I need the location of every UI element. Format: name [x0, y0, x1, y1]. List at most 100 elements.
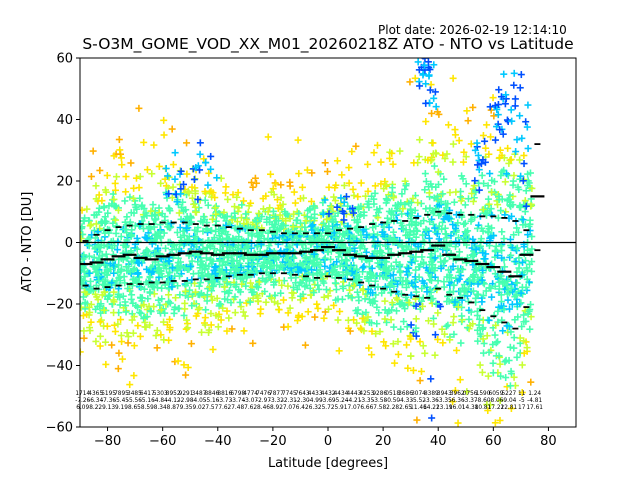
bin-count-label: -5 — [519, 398, 525, 404]
data-point — [92, 305, 100, 313]
data-point — [92, 195, 100, 203]
bin-counts-layer: 1714436551957895348564175303895292913487… — [75, 391, 543, 411]
chart-title: S-O3M_GOME_VOD_XX_M01_20260218Z ATO - NT… — [82, 35, 574, 53]
data-point — [127, 232, 135, 240]
x-tick-label: 40 — [430, 434, 447, 449]
data-point — [135, 184, 143, 192]
data-point — [147, 225, 155, 233]
data-point — [143, 265, 151, 273]
bin-count-label: 2.28 — [386, 405, 399, 411]
data-point — [150, 303, 158, 311]
data-point — [153, 266, 161, 274]
bin-count-label: 7.62 — [244, 405, 257, 411]
data-point — [132, 302, 140, 310]
data-point — [157, 179, 165, 187]
data-point — [123, 329, 131, 337]
bin-count-label: 6.09 — [76, 405, 89, 411]
data-point — [113, 246, 121, 254]
data-point — [102, 188, 110, 196]
bin-count-label: -9.04 — [501, 398, 516, 404]
bin-count-label: 8.22 — [89, 405, 102, 411]
data-point — [121, 197, 129, 205]
data-point — [135, 259, 143, 267]
data-point — [104, 295, 112, 303]
data-point — [122, 188, 130, 196]
data-point — [101, 288, 109, 296]
data-point — [160, 229, 168, 237]
bin-count-label: 17.61 — [526, 405, 543, 411]
bin-count-label: 9.13 — [102, 405, 115, 411]
data-point — [98, 252, 106, 260]
data-point — [80, 334, 88, 342]
bin-count-label: 7.58 — [373, 405, 386, 411]
data-point — [95, 277, 103, 285]
data-point — [110, 215, 118, 223]
bin-count-label: 5.91 — [335, 405, 348, 411]
data-point — [121, 279, 129, 287]
data-point — [80, 280, 86, 288]
data-point — [111, 186, 119, 194]
data-point — [112, 216, 120, 224]
data-point — [102, 218, 110, 226]
data-point — [123, 213, 131, 221]
data-point — [147, 264, 155, 272]
data-point — [161, 309, 169, 317]
data-point — [126, 193, 134, 201]
bin-count-label: 8.92 — [270, 405, 283, 411]
bin-count-label: 11 — [518, 391, 526, 397]
data-point — [83, 205, 91, 213]
data-point — [103, 322, 111, 330]
y-axis-label: ATO - NTO [DU] — [20, 192, 35, 293]
x-tick-label: −20 — [259, 434, 286, 449]
bin-count-label: 8.87 — [167, 405, 180, 411]
data-point — [94, 296, 102, 304]
data-point — [155, 162, 163, 170]
data-point — [136, 293, 144, 301]
data-point — [118, 265, 126, 273]
data-point — [120, 273, 128, 281]
data-point — [510, 430, 517, 437]
data-point — [110, 152, 118, 160]
x-tick-label: 80 — [540, 434, 557, 449]
data-point — [123, 229, 131, 237]
data-point — [85, 269, 93, 277]
data-point — [124, 339, 132, 347]
data-point — [153, 327, 161, 335]
data-point — [80, 327, 88, 335]
data-point — [147, 207, 155, 215]
bin-count-label: 8.65 — [128, 405, 141, 411]
x-tick-label: −60 — [149, 434, 176, 449]
data-point — [96, 248, 104, 256]
x-axis-label: Latitude [degrees] — [268, 456, 388, 471]
data-point — [111, 179, 119, 187]
data-point — [80, 217, 87, 225]
data-point — [106, 291, 114, 299]
data-point — [96, 332, 104, 340]
data-point — [104, 209, 112, 217]
data-point — [87, 300, 95, 308]
data-point — [160, 116, 168, 124]
data-point — [81, 298, 89, 306]
data-point — [158, 295, 166, 303]
data-point — [114, 365, 122, 373]
data-point — [160, 260, 168, 268]
data-point — [117, 233, 125, 241]
data-point — [119, 292, 127, 300]
data-point — [143, 306, 151, 314]
data-point — [128, 258, 136, 266]
data-point — [87, 318, 95, 326]
data-point — [85, 252, 93, 260]
data-point — [111, 321, 119, 329]
data-point — [148, 170, 156, 178]
data-point — [142, 323, 150, 331]
data-point — [143, 313, 151, 321]
data-point — [129, 329, 137, 337]
bin-count-label: 8.46 — [257, 405, 270, 411]
data-point — [92, 220, 100, 228]
data-point — [81, 288, 89, 296]
x-tick-label: 60 — [485, 434, 502, 449]
data-point — [127, 295, 135, 303]
data-point — [81, 268, 89, 276]
data-point — [80, 224, 86, 232]
